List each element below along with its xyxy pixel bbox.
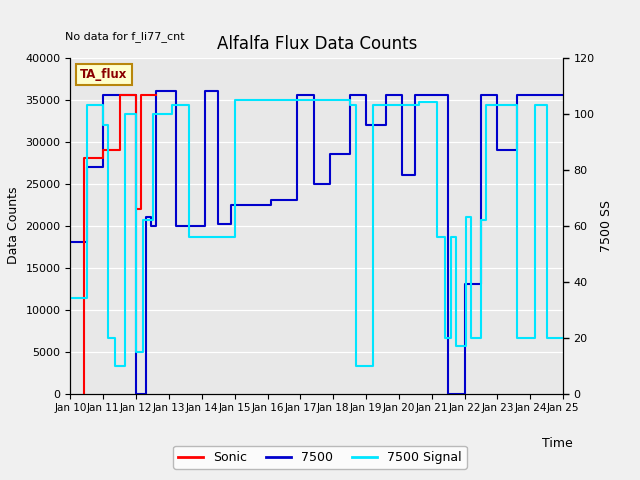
Legend: Sonic, 7500, 7500 Signal: Sonic, 7500, 7500 Signal <box>173 446 467 469</box>
Text: No data for f_li77_cnt: No data for f_li77_cnt <box>65 31 185 42</box>
Y-axis label: 7500 SS: 7500 SS <box>600 200 613 252</box>
Text: TA_flux: TA_flux <box>80 68 127 81</box>
X-axis label: Time: Time <box>542 437 573 450</box>
Y-axis label: Data Counts: Data Counts <box>7 187 20 264</box>
Title: Alfalfa Flux Data Counts: Alfalfa Flux Data Counts <box>216 35 417 53</box>
